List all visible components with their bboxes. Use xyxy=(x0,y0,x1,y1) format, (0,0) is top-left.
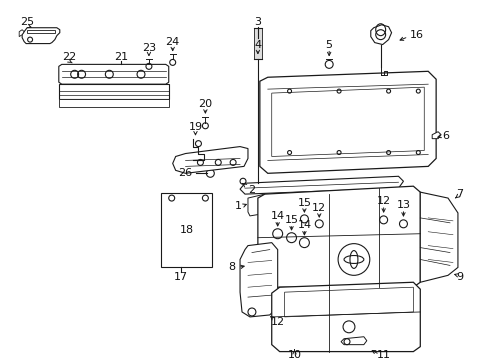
Polygon shape xyxy=(240,176,403,194)
Text: 3: 3 xyxy=(254,17,261,27)
Bar xyxy=(161,193,212,267)
Text: 1: 1 xyxy=(234,201,241,211)
Text: 8: 8 xyxy=(228,262,235,273)
Polygon shape xyxy=(59,64,168,84)
Polygon shape xyxy=(172,147,247,173)
Text: 15: 15 xyxy=(297,198,311,208)
Polygon shape xyxy=(240,243,277,317)
Text: 26: 26 xyxy=(178,168,192,178)
Polygon shape xyxy=(27,30,55,33)
Polygon shape xyxy=(419,192,457,282)
Polygon shape xyxy=(257,186,419,287)
Text: 11: 11 xyxy=(376,350,390,360)
Polygon shape xyxy=(247,194,267,216)
Polygon shape xyxy=(370,25,391,45)
Text: 7: 7 xyxy=(455,189,463,199)
Text: 14: 14 xyxy=(270,211,284,221)
Polygon shape xyxy=(59,84,168,99)
Text: 21: 21 xyxy=(114,53,128,62)
Text: 24: 24 xyxy=(165,37,180,46)
Polygon shape xyxy=(340,337,366,345)
Text: 10: 10 xyxy=(287,350,301,360)
Polygon shape xyxy=(271,282,419,352)
Text: 15: 15 xyxy=(284,215,298,225)
Polygon shape xyxy=(431,132,440,139)
Polygon shape xyxy=(253,28,261,59)
Text: 4: 4 xyxy=(254,40,261,50)
Text: 23: 23 xyxy=(142,42,156,53)
Text: 13: 13 xyxy=(396,200,409,210)
Text: 17: 17 xyxy=(173,272,187,282)
Polygon shape xyxy=(59,99,168,107)
Text: 5: 5 xyxy=(325,40,332,50)
Text: 12: 12 xyxy=(376,196,390,206)
Text: 9: 9 xyxy=(455,272,463,282)
Polygon shape xyxy=(22,28,60,44)
Text: 12: 12 xyxy=(311,203,325,213)
Text: 2: 2 xyxy=(247,185,255,195)
Text: 6: 6 xyxy=(442,131,448,141)
Text: 14: 14 xyxy=(297,220,311,230)
Polygon shape xyxy=(259,71,435,173)
Text: 19: 19 xyxy=(188,122,202,132)
Text: 20: 20 xyxy=(198,99,212,109)
Text: 25: 25 xyxy=(20,17,34,27)
Polygon shape xyxy=(19,30,24,37)
Text: 16: 16 xyxy=(408,30,423,40)
Text: 18: 18 xyxy=(179,225,193,235)
Text: 12: 12 xyxy=(270,317,284,327)
Text: 22: 22 xyxy=(62,53,77,62)
